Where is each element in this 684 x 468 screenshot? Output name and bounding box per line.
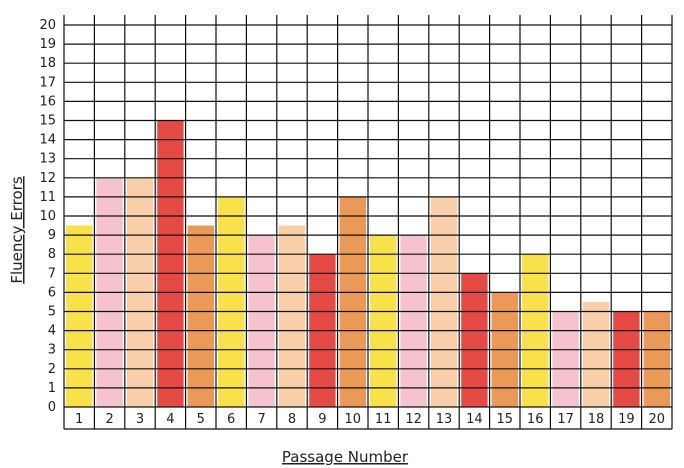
x-tick-label: 6	[227, 412, 235, 427]
bar-passage-6	[218, 196, 245, 407]
grid-layer	[63, 15, 673, 430]
x-tick-label: 20	[649, 412, 666, 427]
bar-passage-10	[339, 196, 366, 407]
bar-passage-11	[370, 235, 397, 407]
y-tick-label: 4	[48, 324, 56, 339]
y-tick-label: 18	[39, 56, 56, 71]
bar-passage-19	[613, 311, 640, 407]
y-tick-label: 20	[39, 18, 56, 33]
x-tick-label: 5	[197, 412, 205, 427]
y-tick-label: 16	[39, 94, 56, 109]
y-tick-label: 15	[39, 114, 56, 129]
x-tick-label: 14	[466, 412, 483, 427]
x-tick-label: 4	[166, 412, 174, 427]
y-tick-label: 11	[39, 190, 56, 205]
x-tick-label: 10	[345, 412, 362, 427]
bar-passage-20	[643, 311, 670, 407]
bar-passage-1	[66, 225, 93, 407]
bar-passage-18	[582, 301, 610, 407]
x-tick-label: 3	[136, 412, 144, 427]
y-tick-label: 17	[39, 75, 56, 90]
bar-passage-12	[400, 235, 427, 407]
bar-passage-8	[278, 225, 306, 407]
y-tick-label: 9	[48, 228, 56, 243]
x-tick-label: 12	[405, 412, 422, 427]
y-tick-label: 1	[48, 381, 56, 396]
x-tick-label: 15	[497, 412, 514, 427]
y-tick-label: 12	[39, 171, 56, 186]
y-tick-label: 5	[48, 305, 56, 320]
bar-passage-4	[157, 120, 184, 407]
x-tick-label: 9	[318, 412, 326, 427]
x-tick-label: 8	[288, 412, 296, 427]
bar-passage-14	[461, 273, 488, 407]
bar-passage-7	[248, 235, 275, 407]
x-tick-label: 2	[105, 412, 113, 427]
x-tick-label: 1	[75, 412, 83, 427]
bar-passage-13	[430, 196, 458, 407]
x-tick-label: 11	[375, 412, 392, 427]
x-tick-label: 17	[557, 412, 574, 427]
x-axis-title: Passage Number	[282, 448, 409, 466]
x-tick-label: 18	[588, 412, 605, 427]
y-tick-label: 2	[48, 362, 56, 377]
x-tick-label: 19	[618, 412, 635, 427]
y-tick-label: 0	[48, 400, 56, 415]
y-tick-label: 19	[39, 37, 56, 52]
y-tick-label: 10	[39, 209, 56, 224]
x-tick-labels: 1 2 3 4 5 6 7 8 9 10 11 12 13 14 15 16 17 18 19 20	[75, 412, 665, 427]
x-tick-label: 7	[257, 412, 265, 427]
bar-passage-17	[552, 311, 579, 407]
x-tick-label: 13	[436, 412, 453, 427]
y-tick-label: 7	[48, 266, 56, 281]
x-tick-label: 16	[527, 412, 544, 427]
y-tick-label: 8	[48, 247, 56, 262]
bar-passage-5	[187, 225, 214, 407]
y-tick-label: 3	[48, 343, 56, 358]
y-tick-label: 6	[48, 285, 56, 300]
y-axis-title: Fluency Errors	[8, 176, 26, 283]
y-tick-label: 13	[39, 152, 56, 167]
y-tick-label: 14	[39, 133, 56, 148]
